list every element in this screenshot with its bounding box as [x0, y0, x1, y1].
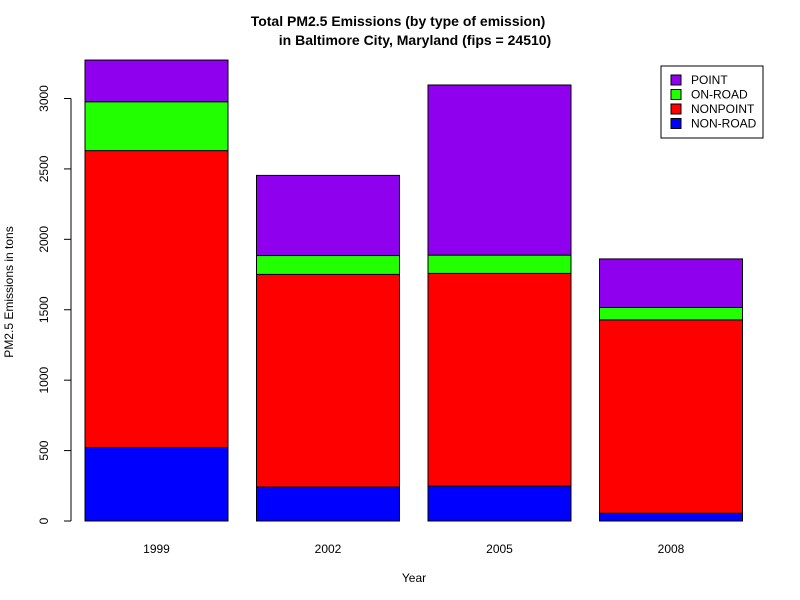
bar-non-road-2008	[599, 512, 743, 522]
bar-on-road-1999	[84, 101, 229, 152]
x-tick-label: 2008	[658, 542, 685, 556]
x-tick-label: 2005	[486, 542, 513, 556]
y-tick-label: 2500	[37, 155, 51, 182]
bar-non-road-2002	[256, 486, 400, 522]
x-axis: 1999 2002 2005 2008	[143, 542, 685, 556]
chart-title-line1: Total PM2.5 Emissions (by type of emissi…	[251, 13, 546, 29]
bar-on-road-2008	[599, 306, 743, 321]
legend-swatch-point	[670, 74, 682, 86]
bar-nonpoint-1999	[84, 150, 229, 448]
legend-swatch-on-road	[670, 89, 682, 100]
y-tick-label: 2000	[37, 226, 51, 253]
y-axis-label: PM2.5 Emissions in tons	[2, 226, 16, 357]
y-tick-label: 1000	[37, 366, 51, 393]
y-tick-label: 0	[37, 517, 51, 524]
x-tick-label: 1999	[143, 542, 170, 556]
chart-title-line2: in Baltimore City, Maryland (fips = 2451…	[279, 32, 551, 48]
x-tick-label: 2002	[315, 542, 342, 556]
y-tick-label: 500	[37, 440, 51, 460]
legend-label-non-road: NON-ROAD	[691, 117, 757, 131]
bar-on-road-2005	[427, 254, 572, 274]
bars-group	[84, 59, 743, 522]
bar-nonpoint-2005	[427, 272, 572, 487]
legend-label-point: POINT	[691, 73, 728, 87]
bar-point-2005	[427, 84, 572, 256]
legend-swatch-non-road	[670, 118, 682, 129]
legend-swatch-nonpoint	[670, 103, 682, 115]
y-tick-label: 1500	[37, 296, 51, 323]
bar-on-road-2002	[256, 255, 400, 275]
bar-point-2008	[599, 258, 743, 308]
bar-point-1999	[84, 59, 229, 103]
bar-non-road-1999	[84, 446, 229, 522]
x-axis-label: Year	[402, 571, 426, 585]
bar-nonpoint-2008	[599, 319, 743, 514]
legend-label-nonpoint: NONPOINT	[691, 102, 755, 116]
bar-point-2002	[256, 174, 400, 257]
legend-label-on-road: ON-ROAD	[691, 88, 748, 102]
y-tick-label: 3000	[37, 85, 51, 112]
y-axis: 0 500 1000 1500 2000 2500 3000	[37, 85, 72, 524]
bar-nonpoint-2002	[256, 273, 400, 488]
bar-non-road-2005	[427, 485, 572, 522]
